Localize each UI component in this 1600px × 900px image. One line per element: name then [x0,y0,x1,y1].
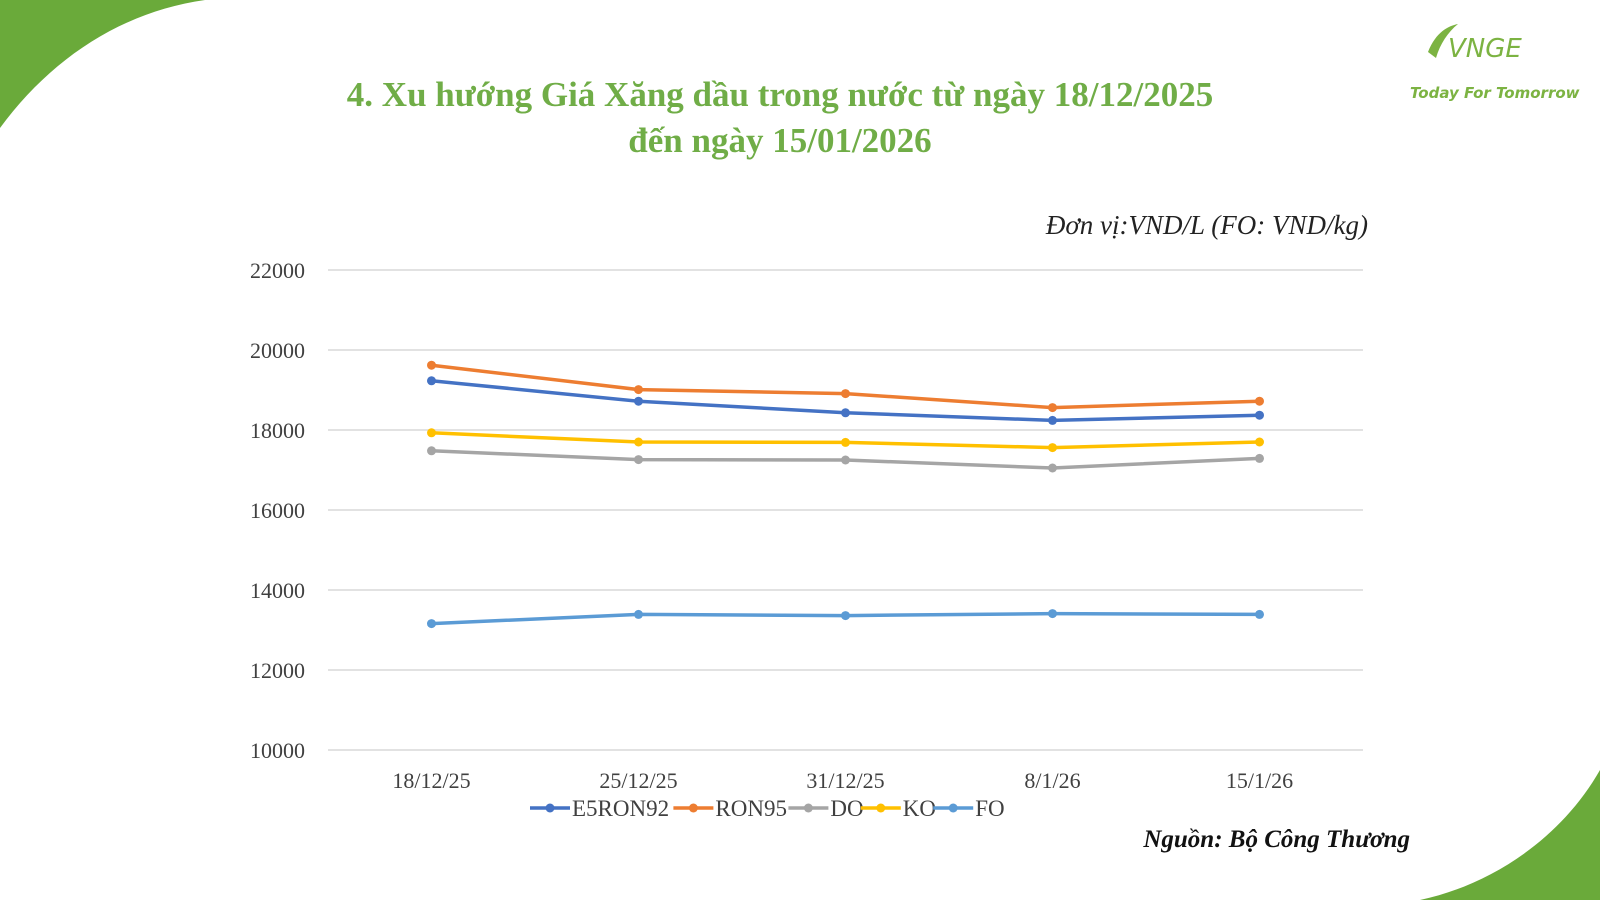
title-line-2: đến ngày 15/01/2026 [628,121,932,160]
legend-label: KO [903,796,936,821]
legend-item-ko: KO [860,796,936,821]
data-point-e5ron92 [1048,415,1057,425]
data-point-ko [841,437,850,447]
vnge-logo: VNGE Today For Tomorrow [1400,18,1590,108]
x-tick-label: 15/1/26 [1226,768,1293,793]
y-tick-label: 22000 [250,258,305,283]
slide-title: 4. Xu hướng Giá Xăng dầu trong nước từ n… [200,72,1360,164]
y-tick-label: 12000 [250,658,305,683]
series-ron95 [427,360,1264,413]
data-point-fo [427,619,436,629]
y-tick-label: 20000 [250,338,305,363]
data-point-do [427,446,436,456]
x-tick-labels: 18/12/25 25/12/25 31/12/25 8/1/26 15/1/26 [392,768,1293,793]
y-tick-label: 18000 [250,418,305,443]
data-point-e5ron92 [1255,410,1264,420]
grid-lines [328,269,1363,751]
data-point-ko [634,437,643,447]
series-lines [427,360,1264,629]
data-point-ron95 [427,360,436,370]
series-fo [427,609,1264,629]
y-tick-label: 10000 [250,738,305,763]
logo-mark: VNGE [1448,34,1522,64]
corner-decoration-bottom-right [1420,770,1600,900]
data-point-fo [1255,609,1264,619]
data-point-e5ron92 [634,396,643,406]
legend: E5RON92 RON95 DO KO FO [530,796,1005,821]
data-point-e5ron92 [427,376,436,386]
x-tick-label: 8/1/26 [1024,768,1080,793]
legend-label: FO [975,796,1004,821]
series-ko [427,428,1264,453]
series-do [427,446,1264,473]
data-point-ron95 [841,389,850,399]
data-point-fo [1048,609,1057,619]
data-point-ron95 [1255,396,1264,406]
data-point-do [634,455,643,465]
legend-label: DO [830,796,863,821]
data-point-do [1255,453,1264,463]
legend-item-do: DO [788,796,864,821]
leaf-icon [1428,24,1458,58]
corner-decoration-top-left [0,0,205,128]
legend-label: RON95 [715,796,787,821]
legend-item-fo: FO [933,796,1005,821]
y-tick-label: 14000 [250,578,305,603]
legend-marker [688,803,698,813]
logo-tagline: Today For Tomorrow [1410,84,1580,102]
x-tick-label: 25/12/25 [599,768,677,793]
legend-label: E5RON92 [572,796,669,821]
y-tick-label: 16000 [250,498,305,523]
series-line-ron95 [431,363,1260,410]
data-point-fo [841,611,850,621]
legend-marker [876,803,886,813]
data-point-ko [1255,437,1264,447]
data-point-do [841,455,850,465]
x-tick-label: 18/12/25 [392,768,470,793]
legend-marker [803,803,813,813]
data-point-ron95 [1048,403,1057,413]
legend-item-ron95: RON95 [673,796,787,821]
data-point-ko [427,428,436,438]
data-point-ron95 [634,385,643,395]
title-line-1: 4. Xu hướng Giá Xăng dầu trong nước từ n… [346,75,1214,114]
legend-item-e5ron92: E5RON92 [530,796,669,821]
x-tick-label: 31/12/25 [806,768,884,793]
source-note: Nguồn: Bộ Công Thương [1143,826,1410,853]
legend-marker [545,803,555,813]
legend-marker [948,803,958,813]
data-point-fo [634,609,643,619]
y-tick-labels: 10000 12000 14000 16000 18000 20000 22000 [250,258,305,763]
data-point-e5ron92 [841,408,850,418]
unit-note: Đơn vị:VND/L (FO: VND/kg) [1045,210,1368,240]
data-point-ko [1048,443,1057,453]
series-e5ron92 [427,376,1264,425]
data-point-do [1048,463,1057,473]
